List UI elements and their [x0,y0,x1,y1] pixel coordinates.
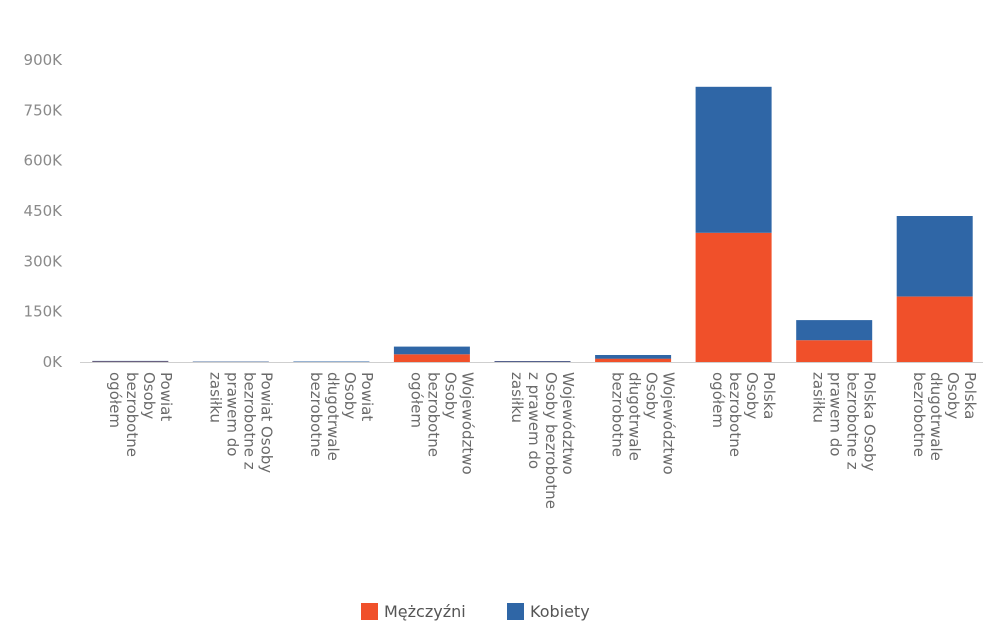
x-category-label: Osoby bezrobotne [542,372,560,509]
x-category-label: prawem do [827,372,845,456]
x-category-label: ogółem [106,372,124,428]
x-category-label: Województwo [660,372,678,475]
bar-kobiety[interactable] [293,361,370,363]
x-category-label: długotrwale [626,372,644,461]
x-category-label: bezrobotne [123,372,141,457]
y-tick-label: 900K [24,51,64,69]
x-category-label: Powiat [358,372,376,421]
bar-mezczyzni[interactable] [796,340,873,362]
x-category-label: bezrobotne [910,372,928,457]
legend-swatch [361,603,378,620]
x-category-label: bezrobotne z [240,372,258,470]
x-category-label: zasiłku [508,372,526,423]
x-category-label: zasiłku [206,372,224,423]
bar-mezczyzni[interactable] [494,361,571,363]
bar-kobiety[interactable] [796,320,873,341]
bar-kobiety[interactable] [393,346,470,355]
x-category-label: Województwo [559,372,577,475]
x-category-label: Osoby [341,372,359,419]
bar-mezczyzni[interactable] [695,232,772,362]
x-category-label: z prawem do [525,372,543,469]
x-category-label: Osoby [441,372,459,419]
y-tick-label: 450K [24,202,64,220]
x-category-label: Polska [961,372,979,419]
y-tick-label: 600K [24,152,64,170]
x-category-label: zasiłku [810,372,828,423]
x-category-label: bezrobotne [726,372,744,457]
bar-mezczyzni[interactable] [896,296,973,362]
x-category-label: długotrwale [927,372,945,461]
bars-group [92,86,973,363]
x-category-label: Osoby [944,372,962,419]
x-category-label: ogółem [407,372,425,428]
bar-kobiety[interactable] [494,361,571,362]
x-category-label: prawem do [223,372,241,456]
y-tick-label: 750K [24,101,64,119]
legend-label: Kobiety [530,602,590,621]
bar-mezczyzni[interactable] [595,358,672,362]
bar-mezczyzni[interactable] [92,361,169,363]
x-category-label: bezrobotne [609,372,627,457]
x-category-label: długotrwale [324,372,342,461]
y-tick-label: 150K [24,303,64,321]
bar-kobiety[interactable] [595,355,672,359]
x-category-label: Powiat [157,372,175,421]
y-axis: 0K 150K 300K 450K 600K 750K 900K [24,51,64,371]
legend: Mężczyźni Kobiety [361,602,590,621]
legend-swatch [507,603,524,620]
bar-kobiety[interactable] [695,86,772,233]
bar-kobiety[interactable] [896,216,973,297]
x-category-label: ogółem [709,372,727,428]
x-category-label: Polska Osoby [861,372,879,471]
x-category-label: bezrobotne z [844,372,862,470]
y-tick-label: 300K [24,252,64,270]
legend-label: Mężczyźni [384,602,466,621]
y-tick-label: 0K [43,353,64,371]
x-category-label: Polska [760,372,778,419]
x-category-label: Osoby [743,372,761,419]
x-category-label: Osoby [140,372,158,419]
x-category-label: Województwo [458,372,476,475]
x-category-label: bezrobotne [307,372,325,457]
x-category-label: bezrobotne [424,372,442,457]
x-category-label: Powiat Osoby [257,372,275,473]
bar-mezczyzni[interactable] [393,354,470,362]
bar-kobiety[interactable] [92,360,169,362]
x-category-label: Osoby [643,372,661,419]
